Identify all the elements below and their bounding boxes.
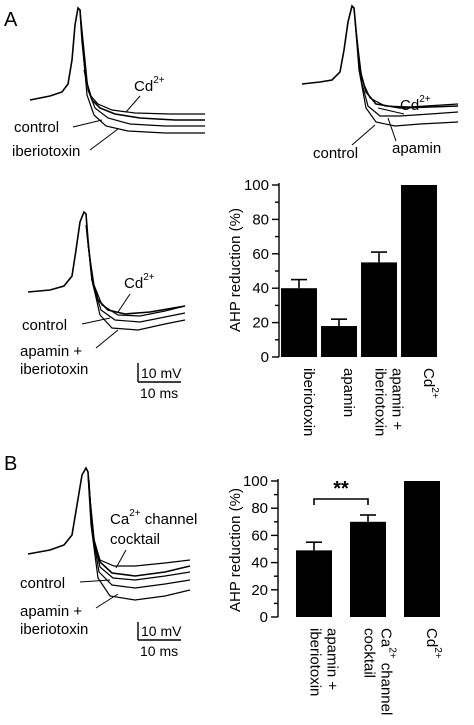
bar-a	[281, 288, 317, 357]
panel-letter-a: A	[4, 9, 18, 31]
trace-group-b: Ca2+ channel cocktail control apamin + i…	[20, 466, 197, 638]
y-tick-label-b: 100	[243, 473, 268, 490]
leader-control-a1	[72, 119, 103, 128]
leader-control-b	[79, 579, 111, 583]
bar-a	[361, 262, 397, 357]
bar-a	[321, 326, 357, 357]
trace-cd-a2	[356, 39, 459, 108]
label-iberiotoxin-b: iberiotoxin	[20, 621, 88, 638]
label-control-b: control	[20, 575, 65, 592]
trace-group-a1: Cd2+ control iberiotoxin	[12, 6, 205, 160]
leader-apib-b	[95, 593, 119, 609]
trace-control-a2	[354, 19, 459, 127]
scale-label-time-b: 10 ms	[140, 643, 178, 659]
category-label-a: iberiotoxin	[300, 368, 317, 436]
scale-bar-b: 10 mV 10 ms	[137, 622, 182, 659]
y-tick-label-a: 80	[252, 211, 269, 228]
y-tick-label-a: 40	[252, 280, 269, 297]
category-label-b: iberiotoxin	[307, 628, 324, 696]
leader-cd-a2	[377, 107, 405, 115]
label-cd-a1: Cd2+	[134, 75, 165, 95]
leader-cd-a1	[125, 95, 141, 113]
category-label-b: apamin +	[324, 628, 341, 690]
category-label-a: apamin +	[389, 368, 406, 430]
y-tick-label-a: 0	[261, 349, 269, 366]
y-axis-title-b: AHP reduction (%)	[227, 488, 244, 612]
label-control-a3: control	[22, 317, 67, 334]
leader-iberiotoxin-a1	[89, 128, 119, 151]
spike-trace-b	[27, 466, 191, 577]
y-tick-label-b: 20	[251, 582, 268, 599]
bar-b	[296, 550, 332, 617]
category-label-a: Cd2+	[420, 368, 440, 399]
leader-cocktail-b	[115, 549, 127, 569]
category-label-b: cocktail	[361, 628, 378, 678]
spike-trace-a3	[27, 210, 186, 315]
label-apamin-plus-b: apamin +	[20, 603, 82, 620]
spike-trace-a2	[301, 4, 459, 109]
scale-label-voltage-a: 10 mV	[141, 365, 182, 381]
leader-control-a3	[81, 317, 111, 325]
trace-group-a2: Cd2+ control apamin	[301, 4, 459, 162]
significance-label-b: **	[333, 478, 349, 500]
panel-letter-b: B	[4, 453, 17, 475]
spike-trace-a1	[29, 6, 205, 121]
leader-control-a2	[351, 124, 376, 146]
bar-a	[401, 185, 437, 357]
scale-bar-a: 10 mV 10 ms	[137, 363, 182, 401]
category-label-a: iberiotoxin	[372, 368, 389, 436]
leader-apamin-a2	[387, 117, 397, 142]
trace-cd-a3	[87, 244, 186, 317]
label-cocktail-line2-b: cocktail	[110, 531, 160, 548]
bar-b	[350, 521, 386, 617]
trace-ibtx-a1	[79, 9, 205, 127]
category-label-a: apamin	[340, 368, 357, 417]
bar-b	[404, 481, 440, 617]
significance-bracket-b	[313, 498, 369, 505]
trace-group-a3: Cd2+ control apamin + iberiotoxin	[20, 210, 186, 378]
y-tick-label-b: 80	[251, 500, 268, 517]
trace-apib-a3	[85, 224, 186, 331]
label-cd-a3: Cd2+	[124, 272, 155, 292]
label-apamin-plus-a3: apamin +	[20, 343, 82, 360]
leader-cd-a3	[117, 293, 131, 313]
y-tick-label-a: 100	[244, 177, 269, 194]
y-tick-label-b: 0	[260, 609, 268, 626]
y-tick-label-a: 20	[252, 315, 269, 332]
scale-label-time-a: 10 ms	[140, 385, 178, 401]
scale-label-voltage-b: 10 mV	[141, 623, 182, 639]
label-cd-a2: Cd2+	[400, 94, 431, 114]
trace-apib-b	[87, 474, 191, 601]
y-tick-label-a: 60	[252, 246, 269, 263]
label-control-a2: control	[313, 145, 358, 162]
y-tick-label-b: 40	[251, 555, 268, 572]
label-cocktail-line1-b: Ca2+ channel	[110, 508, 197, 528]
label-apamin-a2: apamin	[392, 140, 441, 157]
label-iberiotoxin-a1: iberiotoxin	[12, 143, 80, 160]
y-tick-label-b: 60	[251, 527, 268, 544]
leader-apib-a3	[95, 329, 119, 349]
label-control-a1: control	[14, 119, 59, 136]
category-label-b: Ca2+ channel	[378, 628, 398, 715]
category-label-b: Cd2+	[423, 628, 443, 659]
y-axis-title-a: AHP reduction (%)	[227, 208, 244, 332]
label-iberiotoxin-a3: iberiotoxin	[20, 361, 88, 378]
